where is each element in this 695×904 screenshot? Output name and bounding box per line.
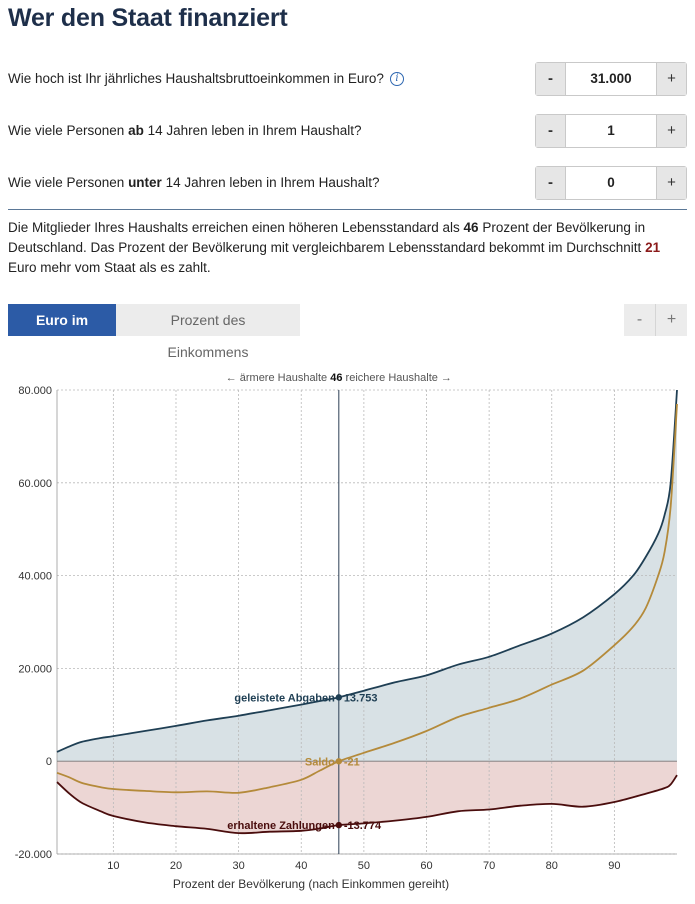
info-icon[interactable]: i xyxy=(389,72,404,86)
paid-series-label: geleistete Abgaben xyxy=(234,692,335,704)
adults-value[interactable]: 1 xyxy=(607,123,615,138)
tab-euro-per-year[interactable]: Euro im Jahr xyxy=(8,304,116,360)
y-tick-label: -20.000 xyxy=(15,849,52,861)
zoom-controls: - + xyxy=(624,304,687,336)
tab-percent-of-income[interactable]: Prozent des Einkommens xyxy=(116,304,300,360)
income-question: Wie hoch ist Ihr jährliches Haushaltsbru… xyxy=(8,62,687,96)
paid-value-label: 13.753 xyxy=(344,692,378,704)
adults-question: Wie viele Personen ab 14 Jahren leben in… xyxy=(8,114,687,148)
finance-chart[interactable]: 10 20 30 40 50 60 70 80 90 -20.000 0 20.000 40.000 60… xyxy=(0,360,695,904)
zoom-out-button[interactable]: - xyxy=(624,304,656,336)
received-line xyxy=(56,774,678,835)
section-divider xyxy=(8,209,687,210)
children-decrease-button[interactable]: - xyxy=(536,167,566,199)
saldo-line xyxy=(56,403,678,794)
x-tick-label: 70 xyxy=(483,860,495,872)
y-tick-label: 20.000 xyxy=(18,663,52,675)
children-question-label: Wie viele Personen unter 14 Jahren leben… xyxy=(8,175,380,190)
x-tick-label: 20 xyxy=(170,860,182,872)
saldo-series-label: Saldo xyxy=(305,756,335,768)
received-marker xyxy=(335,821,343,829)
y-tick-label: 80.000 xyxy=(18,385,52,397)
paid-line xyxy=(56,389,678,753)
adults-stepper: - 1 + xyxy=(535,114,687,148)
paid-marker xyxy=(335,694,343,701)
y-tick-label: 40.000 xyxy=(18,571,52,583)
income-value[interactable]: 31.000 xyxy=(590,71,632,86)
x-tick-label: 50 xyxy=(358,860,370,872)
zoom-in-button[interactable]: + xyxy=(656,304,687,336)
received-area xyxy=(57,761,677,834)
adults-question-label: Wie viele Personen ab 14 Jahren leben in… xyxy=(8,123,362,138)
unit-tabs: Euro im Jahr Prozent des Einkommens xyxy=(8,304,300,360)
x-tick-label: 60 xyxy=(420,860,432,872)
adults-increase-button[interactable]: + xyxy=(656,115,686,147)
saldo-value-label: -21 xyxy=(344,756,360,768)
page-title: Wer den Staat finanziert xyxy=(8,4,288,32)
y-tick-label: 0 xyxy=(46,756,52,768)
poorer-households-label: ← ärmere Haushalte xyxy=(226,372,331,384)
saldo-marker xyxy=(335,758,343,765)
result-summary: Die Mitglieder Ihres Haushalts erreichen… xyxy=(8,220,661,275)
children-value[interactable]: 0 xyxy=(607,175,615,190)
percentile-value: 46 xyxy=(330,372,342,384)
x-tick-label: 40 xyxy=(295,860,307,872)
received-series-label: erhaltene Zahlungen xyxy=(227,820,335,832)
children-increase-button[interactable]: + xyxy=(656,167,686,199)
x-tick-label: 90 xyxy=(608,860,620,872)
income-stepper: - 31.000 + xyxy=(535,62,687,96)
income-increase-button[interactable]: + xyxy=(656,63,686,95)
x-axis-title: Prozent der Bevölkerung (nach Einkommen … xyxy=(173,877,449,891)
x-tick-label: 10 xyxy=(107,860,119,872)
summary-amount: 21 xyxy=(645,240,661,255)
richer-households-label: reichere Haushalte → xyxy=(342,372,451,384)
summary-percent: 46 xyxy=(463,220,479,235)
percentile-indicator: ← ärmere Haushalte 46 reichere Haushalte… xyxy=(226,372,452,384)
income-decrease-button[interactable]: - xyxy=(536,63,566,95)
adults-decrease-button[interactable]: - xyxy=(536,115,566,147)
children-question: Wie viele Personen unter 14 Jahren leben… xyxy=(8,166,687,200)
y-tick-label: 60.000 xyxy=(18,478,52,490)
x-tick-label: 30 xyxy=(232,860,244,872)
income-question-label: Wie hoch ist Ihr jährliches Haushaltsbru… xyxy=(8,71,404,86)
x-tick-label: 80 xyxy=(546,860,558,872)
children-stepper: - 0 + xyxy=(535,166,687,200)
received-value-label: -13.774 xyxy=(344,820,382,832)
